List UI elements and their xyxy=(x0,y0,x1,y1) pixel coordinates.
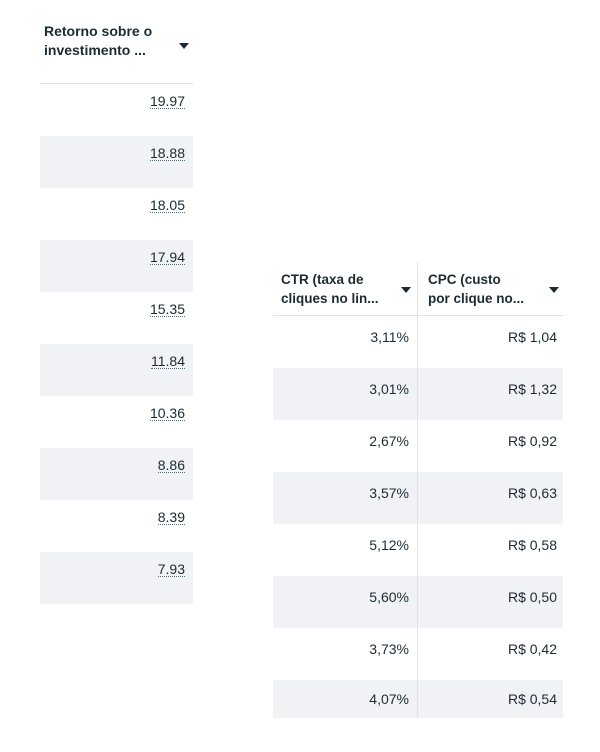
table-row: 15.35 xyxy=(40,292,193,344)
header-column-divider xyxy=(417,262,418,316)
cpc-value: R$ 0,42 xyxy=(507,641,557,657)
roas-value[interactable]: 19.97 xyxy=(149,93,185,109)
cpc-value: R$ 0,92 xyxy=(507,433,557,449)
table-row: 3,01% R$ 1,32 xyxy=(273,368,563,420)
metrics-header-row: CTR (taxa de cliques no lin... CPC (cust… xyxy=(273,262,563,316)
caret-down-icon[interactable] xyxy=(179,43,189,49)
caret-down-icon[interactable] xyxy=(549,287,559,293)
ctr-header-line1: CTR (taxa de xyxy=(281,272,364,287)
roas-value[interactable]: 11.84 xyxy=(151,353,185,369)
table-row: 19.97 xyxy=(40,84,193,136)
caret-down-icon[interactable] xyxy=(401,287,411,293)
cpc-header-line2: por clique no... xyxy=(428,291,525,306)
cpc-value: R$ 0,63 xyxy=(507,485,557,501)
table-row: 3,73% R$ 0,42 xyxy=(273,628,563,680)
ctr-value: 5,12% xyxy=(369,537,409,553)
table-row: 7.93 xyxy=(40,552,193,604)
table-row: 3,11% R$ 1,04 xyxy=(273,316,563,368)
table-row: 5,60% R$ 0,50 xyxy=(273,576,563,628)
table-row: 18.05 xyxy=(40,188,193,240)
cpc-column-header[interactable]: CPC (custo por clique no... xyxy=(418,262,563,315)
ctr-value: 3,73% xyxy=(369,641,409,657)
table-row: 2,67% R$ 0,92 xyxy=(273,420,563,472)
ctr-value: 3,01% xyxy=(369,381,409,397)
ctr-header-label: CTR (taxa de cliques no lin... xyxy=(281,270,379,308)
column-divider xyxy=(417,316,418,718)
table-row: 5,12% R$ 0,58 xyxy=(273,524,563,576)
ctr-value: 3,11% xyxy=(370,329,409,345)
table-row: 10.36 xyxy=(40,396,193,448)
metrics-rows: 3,11% R$ 1,04 3,01% R$ 1,32 2,67% R$ 0,92 3… xyxy=(273,316,563,718)
roas-value[interactable]: 8.86 xyxy=(157,457,185,473)
ctr-value: 4,07% xyxy=(369,691,409,707)
ctr-column-header[interactable]: CTR (taxa de cliques no lin... xyxy=(273,262,417,315)
cpc-value: R$ 1,04 xyxy=(507,329,557,345)
roas-value[interactable]: 15.35 xyxy=(149,301,185,317)
cpc-value: R$ 0,58 xyxy=(507,537,557,553)
roas-header-line2: investimento ... xyxy=(44,42,146,58)
cpc-value: R$ 1,32 xyxy=(507,381,557,397)
table-row: 8.39 xyxy=(40,500,193,552)
table-row: 3,57% R$ 0,63 xyxy=(273,472,563,524)
roas-rows: 19.97 18.88 18.05 17.94 15.35 11.84 10.3… xyxy=(40,84,193,604)
ctr-value: 5,60% xyxy=(369,589,409,605)
roas-column-header[interactable]: Retorno sobre o investimento ... xyxy=(40,18,193,84)
roas-value[interactable]: 17.94 xyxy=(149,249,185,265)
ctr-value: 2,67% xyxy=(369,433,409,449)
roas-value[interactable]: 7.93 xyxy=(157,561,185,577)
cpc-header-line1: CPC (custo xyxy=(428,272,501,287)
ctr-value: 3,57% xyxy=(369,485,409,501)
metrics-table: CTR (taxa de cliques no lin... CPC (cust… xyxy=(273,262,563,718)
table-row: 18.88 xyxy=(40,136,193,188)
ctr-header-line2: cliques no lin... xyxy=(281,291,379,306)
table-row: 11.84 xyxy=(40,344,193,396)
cpc-value: R$ 0,50 xyxy=(507,589,557,605)
table-row: 8.86 xyxy=(40,448,193,500)
table-row: 4,07% R$ 0,54 xyxy=(273,680,563,718)
roas-table: Retorno sobre o investimento ... 19.97 1… xyxy=(40,18,193,604)
roas-value[interactable]: 18.05 xyxy=(149,197,185,213)
roas-value[interactable]: 18.88 xyxy=(149,145,185,161)
roas-header-line1: Retorno sobre o xyxy=(44,23,153,39)
cpc-value: R$ 0,54 xyxy=(507,691,557,707)
roas-header-label: Retorno sobre o investimento ... xyxy=(44,22,152,60)
table-row: 17.94 xyxy=(40,240,193,292)
cpc-header-label: CPC (custo por clique no... xyxy=(428,270,524,308)
roas-value[interactable]: 10.36 xyxy=(149,405,185,421)
roas-value[interactable]: 8.39 xyxy=(157,509,185,525)
